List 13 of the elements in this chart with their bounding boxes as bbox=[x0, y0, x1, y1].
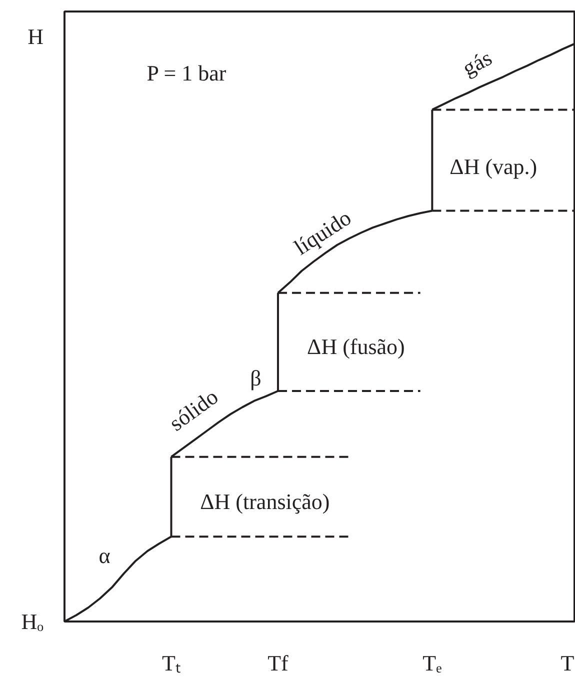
annotation: ΔH (vap.) bbox=[450, 154, 538, 179]
x-axis-title: T bbox=[560, 650, 575, 676]
annotation: ΔH (fusão) bbox=[307, 334, 405, 359]
y-axis-title: H bbox=[28, 24, 44, 50]
annotation: P = 1 bar bbox=[146, 60, 227, 86]
annotation: α bbox=[98, 543, 111, 568]
text: Hₒ bbox=[21, 609, 44, 634]
annotation: ΔH (transição) bbox=[200, 488, 330, 514]
x-tick-label: Tf bbox=[268, 650, 290, 676]
x-tick-label: Tₜ bbox=[162, 650, 180, 676]
annotation: gás bbox=[458, 44, 496, 81]
annotation: β bbox=[250, 366, 262, 391]
x-tick-label: Tₑ bbox=[422, 650, 442, 676]
